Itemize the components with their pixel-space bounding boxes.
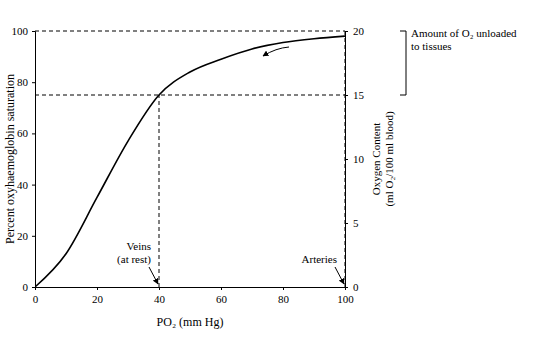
tick: 40	[17, 179, 35, 191]
axis-line	[36, 288, 346, 291]
tick-label: 100	[337, 293, 354, 305]
y2-axis-title: Oxygen Content	[370, 123, 382, 195]
tick-mark	[32, 133, 35, 134]
tick-label: 5	[353, 217, 359, 229]
tick-mark	[97, 287, 98, 290]
tick: 0	[33, 287, 39, 305]
tick-label: 80	[278, 293, 290, 305]
annotation-label: Veins	[127, 240, 151, 252]
tick-mark	[345, 159, 348, 160]
tick-label: 0	[23, 281, 29, 293]
tick-mark	[32, 287, 35, 288]
tick-label: 60	[216, 293, 228, 305]
x-axis: 0 20 40 60 80 100	[33, 287, 355, 305]
bracket	[400, 31, 406, 95]
axis-line	[346, 32, 349, 288]
tick: 0	[23, 281, 36, 293]
tick-label: 80	[17, 76, 29, 88]
chart: 02040608010002040608010005101520Percent …	[0, 0, 542, 342]
tick-label: 20	[17, 230, 29, 242]
reference-line-horizontal	[35, 31, 345, 32]
y2-axis-title: (ml O₂/100 ml blood)	[383, 111, 396, 207]
plot-area	[35, 31, 345, 287]
tick: 60	[216, 287, 228, 305]
tick-mark	[345, 95, 348, 96]
tick-label: 40	[17, 179, 29, 191]
y2-axis: 0 5 10 15 20	[345, 25, 365, 293]
tick: 15	[345, 89, 365, 101]
tick-mark	[32, 236, 35, 237]
tick-label: 20	[353, 25, 365, 37]
annotation-label: Arteries	[302, 253, 337, 265]
tick-mark	[159, 287, 160, 290]
tick: 10	[345, 153, 365, 165]
annotation-label: (at rest)	[117, 253, 151, 266]
tick-label: 100	[12, 25, 29, 37]
tick-label: 10	[353, 153, 365, 165]
tick: 100	[12, 25, 36, 37]
annotation-arrow	[149, 267, 158, 284]
bracket-label: to tissues	[411, 40, 452, 52]
reference-line-vertical	[159, 95, 160, 287]
y-axis-title: Percent oxyhaemoglobin saturation	[3, 74, 17, 244]
annotation-arrow	[335, 267, 344, 284]
tick: 20	[17, 230, 35, 242]
tick: 5	[345, 217, 359, 229]
direction-arrow	[263, 47, 289, 56]
reference-line-vertical	[345, 31, 346, 287]
tick-label: 0	[353, 281, 359, 293]
tick-mark	[32, 31, 35, 32]
tick: 100	[337, 287, 354, 305]
tick-label: 15	[353, 89, 365, 101]
tick-mark	[283, 287, 284, 290]
tick-label: 60	[17, 127, 29, 139]
axis-line	[32, 32, 36, 288]
tick: 40	[154, 287, 166, 305]
tick-mark	[221, 287, 222, 290]
reference-line-horizontal	[35, 95, 345, 96]
curve	[35, 36, 345, 287]
tick: 80	[278, 287, 290, 305]
tick-label: 20	[92, 293, 104, 305]
tick: 60	[17, 127, 35, 139]
tick: 20	[92, 287, 104, 305]
tick: 20	[345, 25, 365, 37]
tick: 0	[345, 281, 359, 293]
tick-label: 0	[33, 293, 39, 305]
tick: 80	[17, 76, 35, 88]
bracket-label: Amount of O₂ unloaded	[411, 27, 517, 39]
x-axis-title: PO₂ (mm Hg)	[157, 315, 224, 329]
tick-mark	[345, 287, 348, 288]
tick-mark	[345, 31, 348, 32]
tick-mark	[32, 82, 35, 83]
tick-mark	[345, 223, 348, 224]
tick-label: 40	[154, 293, 166, 305]
tick-mark	[32, 185, 35, 186]
